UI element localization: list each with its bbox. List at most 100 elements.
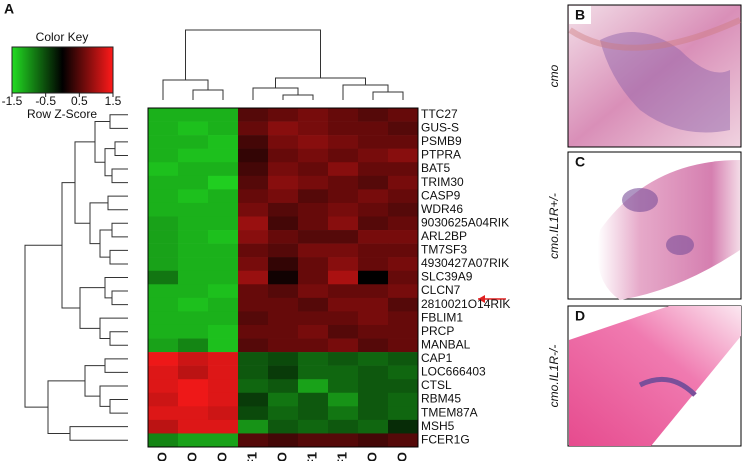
heatmap-cell [328,284,359,299]
heatmap-cell [328,148,359,163]
row-label: FCER1G [421,432,470,446]
heatmap-cell [298,216,329,231]
heatmap-cell [178,257,209,272]
heatmap-cell [148,284,179,299]
heatmap-cell [268,175,299,190]
heatmap-cell [238,270,269,285]
heatmap-cell [208,324,239,339]
heatmap-cell [268,121,299,136]
column-label: KO [364,452,379,461]
row-label: TTC27 [421,107,458,121]
heatmap-cell [298,243,329,258]
heatmap-cell [238,311,269,326]
row-label: 2810021O14RIK [421,297,510,311]
row-label: FBLIM1 [421,310,463,324]
heatmap-cell [388,243,419,258]
heatmap-cell [238,392,269,407]
heatmap-cell [328,406,359,421]
heatmap-cell [358,433,389,448]
heatmap-cell [148,311,179,326]
heatmap-cell [148,121,179,136]
heatmap-cell [358,419,389,434]
heatmap-cell [388,311,419,326]
heatmap-cell [358,189,389,204]
heatmap-cell [268,135,299,149]
heatmap-cell [388,270,419,285]
heatmap-cell [208,419,239,434]
heatmap-cell [178,202,209,217]
heatmap-cell [328,365,359,380]
heatmap-cell [328,324,359,339]
heatmap-cell [238,352,269,366]
heatmap-cell [208,406,239,421]
panel-label: A [4,1,14,17]
row-label: PRCP [421,324,454,338]
heatmap-cell [208,311,239,326]
heatmap-cell [268,230,299,244]
heatmap-cell [178,135,209,149]
heatmap-cell [388,162,419,177]
row-label: PSMB9 [421,134,462,148]
heatmap-cell [358,216,389,231]
heatmap-cell [298,175,329,190]
heatmap-cell [148,175,179,190]
heatmap-cell [208,243,239,258]
panel-caption: cmo [547,64,561,87]
heatmap-cell [388,365,419,380]
heatmap-cell [148,392,179,407]
heatmap-cell [208,297,239,312]
heatmap-cell [268,419,299,434]
heatmap-cell [268,297,299,312]
heatmap-cell [178,148,209,163]
heatmap-cell [328,175,359,190]
key-tick-label: 0.5 [71,94,88,108]
heatmap-cell [358,270,389,285]
heatmap-cell [238,135,269,149]
heatmap-cell [298,148,329,163]
heatmap-cell [268,162,299,177]
heatmap-cell [298,202,329,217]
row-label: CLCN7 [421,283,461,297]
column-dendrogram [162,29,404,100]
heatmap-cell [388,135,419,149]
heatmap-cell [268,392,299,407]
heatmap-cell [178,379,209,394]
heatmap-cell [148,243,179,258]
heatmap-cell [238,202,269,217]
row-label: GUS-S [421,121,459,135]
heatmap-cell [178,108,209,122]
heatmap-cell [298,338,329,353]
heatmap-cell [178,284,209,299]
heatmap-cell [268,148,299,163]
label-box [569,307,591,325]
panel-label: B [575,7,585,23]
heatmap-cell [298,257,329,272]
heatmap-cell [388,284,419,299]
heatmap-cell [238,162,269,177]
heatmap-cell [358,392,389,407]
heatmap-cell [178,365,209,380]
heatmap-cell [148,230,179,244]
heatmap-cell [238,419,269,434]
heatmap-cell [178,297,209,312]
row-label: TRIM30 [421,175,464,189]
arrow-head [478,295,485,303]
heatmap-cell [388,352,419,366]
row-label: SLC39A9 [421,270,473,284]
heatmap-cell [238,175,269,190]
heatmap-cell [388,406,419,421]
heatmap-cell [358,108,389,122]
panel-caption: cmo.IL1R+/- [547,193,561,259]
heatmap-cell [208,433,239,448]
heatmap-cell [178,311,209,326]
heatmap-cell [388,419,419,434]
heatmap-cell [208,202,239,217]
row-label: CASP9 [421,188,461,202]
heatmap-cell [358,175,389,190]
heatmap-cell [148,406,179,421]
heatmap-cell [208,379,239,394]
histology-image [567,4,742,148]
heatmap-cell [268,406,299,421]
heatmap-cell [328,338,359,353]
